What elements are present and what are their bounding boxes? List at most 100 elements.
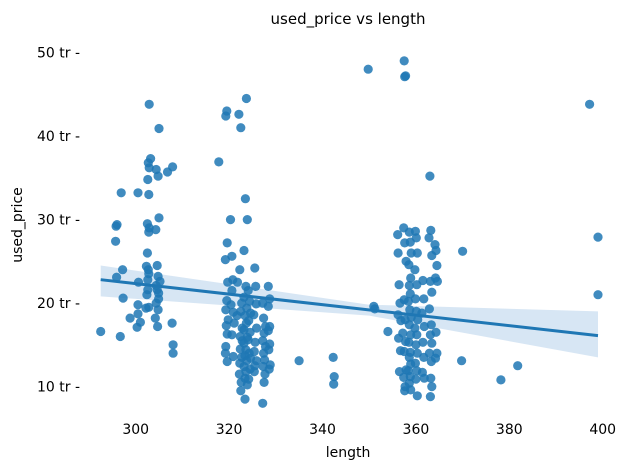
data-point bbox=[118, 265, 128, 275]
data-point bbox=[426, 225, 436, 235]
data-point bbox=[153, 321, 163, 332]
data-point bbox=[593, 290, 603, 300]
x-tick-label: 300 bbox=[122, 422, 149, 438]
data-point bbox=[410, 265, 420, 275]
x-tick-label: 400 bbox=[589, 422, 616, 438]
data-point bbox=[251, 281, 261, 291]
data-point bbox=[167, 318, 177, 328]
data-point bbox=[411, 233, 421, 243]
x-tick-label: 340 bbox=[309, 422, 336, 438]
data-point bbox=[424, 304, 434, 314]
data-point bbox=[226, 300, 236, 310]
data-point bbox=[239, 245, 249, 256]
data-point bbox=[151, 225, 161, 235]
data-point bbox=[111, 236, 121, 246]
data-point bbox=[399, 56, 409, 66]
data-point bbox=[426, 373, 436, 383]
data-point bbox=[154, 294, 164, 304]
data-point bbox=[250, 263, 260, 273]
data-point bbox=[329, 372, 339, 382]
data-point bbox=[112, 272, 122, 282]
data-point bbox=[263, 301, 273, 311]
data-point bbox=[96, 326, 106, 337]
data-point bbox=[427, 338, 437, 348]
data-point bbox=[393, 248, 403, 258]
data-point bbox=[240, 394, 250, 404]
data-point bbox=[243, 285, 253, 296]
data-point bbox=[457, 356, 467, 366]
data-point bbox=[585, 99, 595, 109]
data-point bbox=[406, 273, 416, 283]
data-point bbox=[244, 374, 254, 384]
data-point bbox=[427, 287, 437, 297]
data-point bbox=[406, 385, 416, 395]
data-point bbox=[263, 326, 273, 336]
data-point bbox=[241, 93, 251, 104]
data-point bbox=[410, 294, 420, 304]
data-point bbox=[263, 281, 273, 291]
data-point bbox=[593, 232, 603, 242]
data-point bbox=[235, 265, 245, 275]
data-point bbox=[227, 330, 237, 340]
data-point bbox=[112, 220, 122, 230]
data-point bbox=[125, 313, 135, 323]
y-axis-ticks: 10 tr - 20 tr - 30 tr - 40 tr - 50 tr - bbox=[37, 46, 80, 396]
data-point bbox=[412, 391, 422, 401]
x-tick-label: 320 bbox=[216, 422, 243, 438]
data-point bbox=[250, 337, 260, 347]
data-point bbox=[431, 245, 441, 256]
data-point bbox=[249, 310, 259, 320]
data-point bbox=[115, 331, 125, 342]
data-point bbox=[432, 260, 442, 271]
data-point bbox=[242, 215, 252, 225]
confidence-band-layer bbox=[100, 265, 598, 358]
data-point bbox=[383, 326, 393, 337]
data-point bbox=[155, 276, 165, 286]
data-point bbox=[153, 171, 163, 181]
data-point bbox=[329, 379, 339, 389]
data-point bbox=[153, 305, 163, 315]
data-point bbox=[221, 321, 231, 331]
data-point bbox=[403, 296, 413, 306]
x-axis-ticks: 300 320 340 360 380 400 bbox=[122, 422, 616, 438]
data-point bbox=[143, 285, 153, 295]
x-tick-label: 380 bbox=[496, 422, 523, 438]
data-point bbox=[412, 248, 422, 258]
data-point bbox=[234, 109, 244, 119]
confidence-band bbox=[100, 265, 598, 358]
data-point bbox=[142, 248, 152, 258]
data-point bbox=[168, 348, 178, 358]
data-point bbox=[236, 386, 246, 396]
data-point bbox=[133, 188, 143, 198]
y-tick-label: 20 tr - bbox=[37, 296, 80, 312]
data-point bbox=[146, 154, 156, 164]
data-point bbox=[294, 356, 304, 366]
data-point bbox=[328, 352, 338, 362]
data-point bbox=[264, 364, 274, 374]
data-point bbox=[232, 311, 242, 321]
data-point bbox=[214, 157, 224, 167]
data-point bbox=[116, 188, 126, 198]
data-point bbox=[412, 348, 422, 358]
data-point bbox=[424, 233, 434, 243]
data-point bbox=[245, 327, 255, 337]
data-point bbox=[232, 277, 243, 287]
data-point bbox=[425, 171, 435, 181]
data-point bbox=[430, 353, 441, 363]
data-point bbox=[240, 194, 250, 204]
y-tick-label: 50 tr - bbox=[37, 46, 80, 62]
x-tick-label: 360 bbox=[403, 422, 430, 438]
data-point bbox=[154, 213, 164, 223]
data-point bbox=[398, 328, 408, 338]
data-point bbox=[243, 335, 253, 345]
y-tick-label: 30 tr - bbox=[37, 213, 80, 229]
data-point bbox=[458, 246, 468, 256]
data-point bbox=[144, 189, 154, 200]
data-point bbox=[258, 398, 268, 408]
data-point bbox=[144, 302, 154, 312]
data-point bbox=[154, 123, 164, 134]
data-point bbox=[425, 392, 435, 402]
data-point bbox=[228, 351, 238, 362]
data-point bbox=[144, 99, 154, 109]
data-point bbox=[393, 230, 403, 240]
